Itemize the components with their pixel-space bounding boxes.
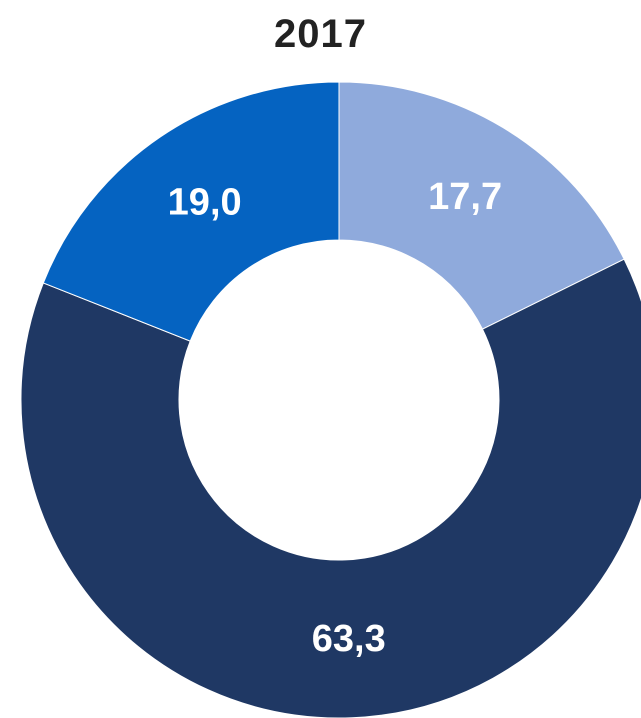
- data-label-1: 63,3: [312, 618, 386, 660]
- donut-slice-1: [20, 258, 641, 718]
- data-label-2: 19,0: [168, 181, 242, 223]
- chart-title: 2017: [274, 12, 367, 56]
- donut-labels: 17,7 63,3 19,0: [168, 176, 502, 660]
- donut-slice-0: [338, 81, 625, 330]
- donut-slice-2: [42, 81, 340, 342]
- donut-slices: [20, 81, 641, 718]
- data-label-0: 17,7: [428, 176, 502, 218]
